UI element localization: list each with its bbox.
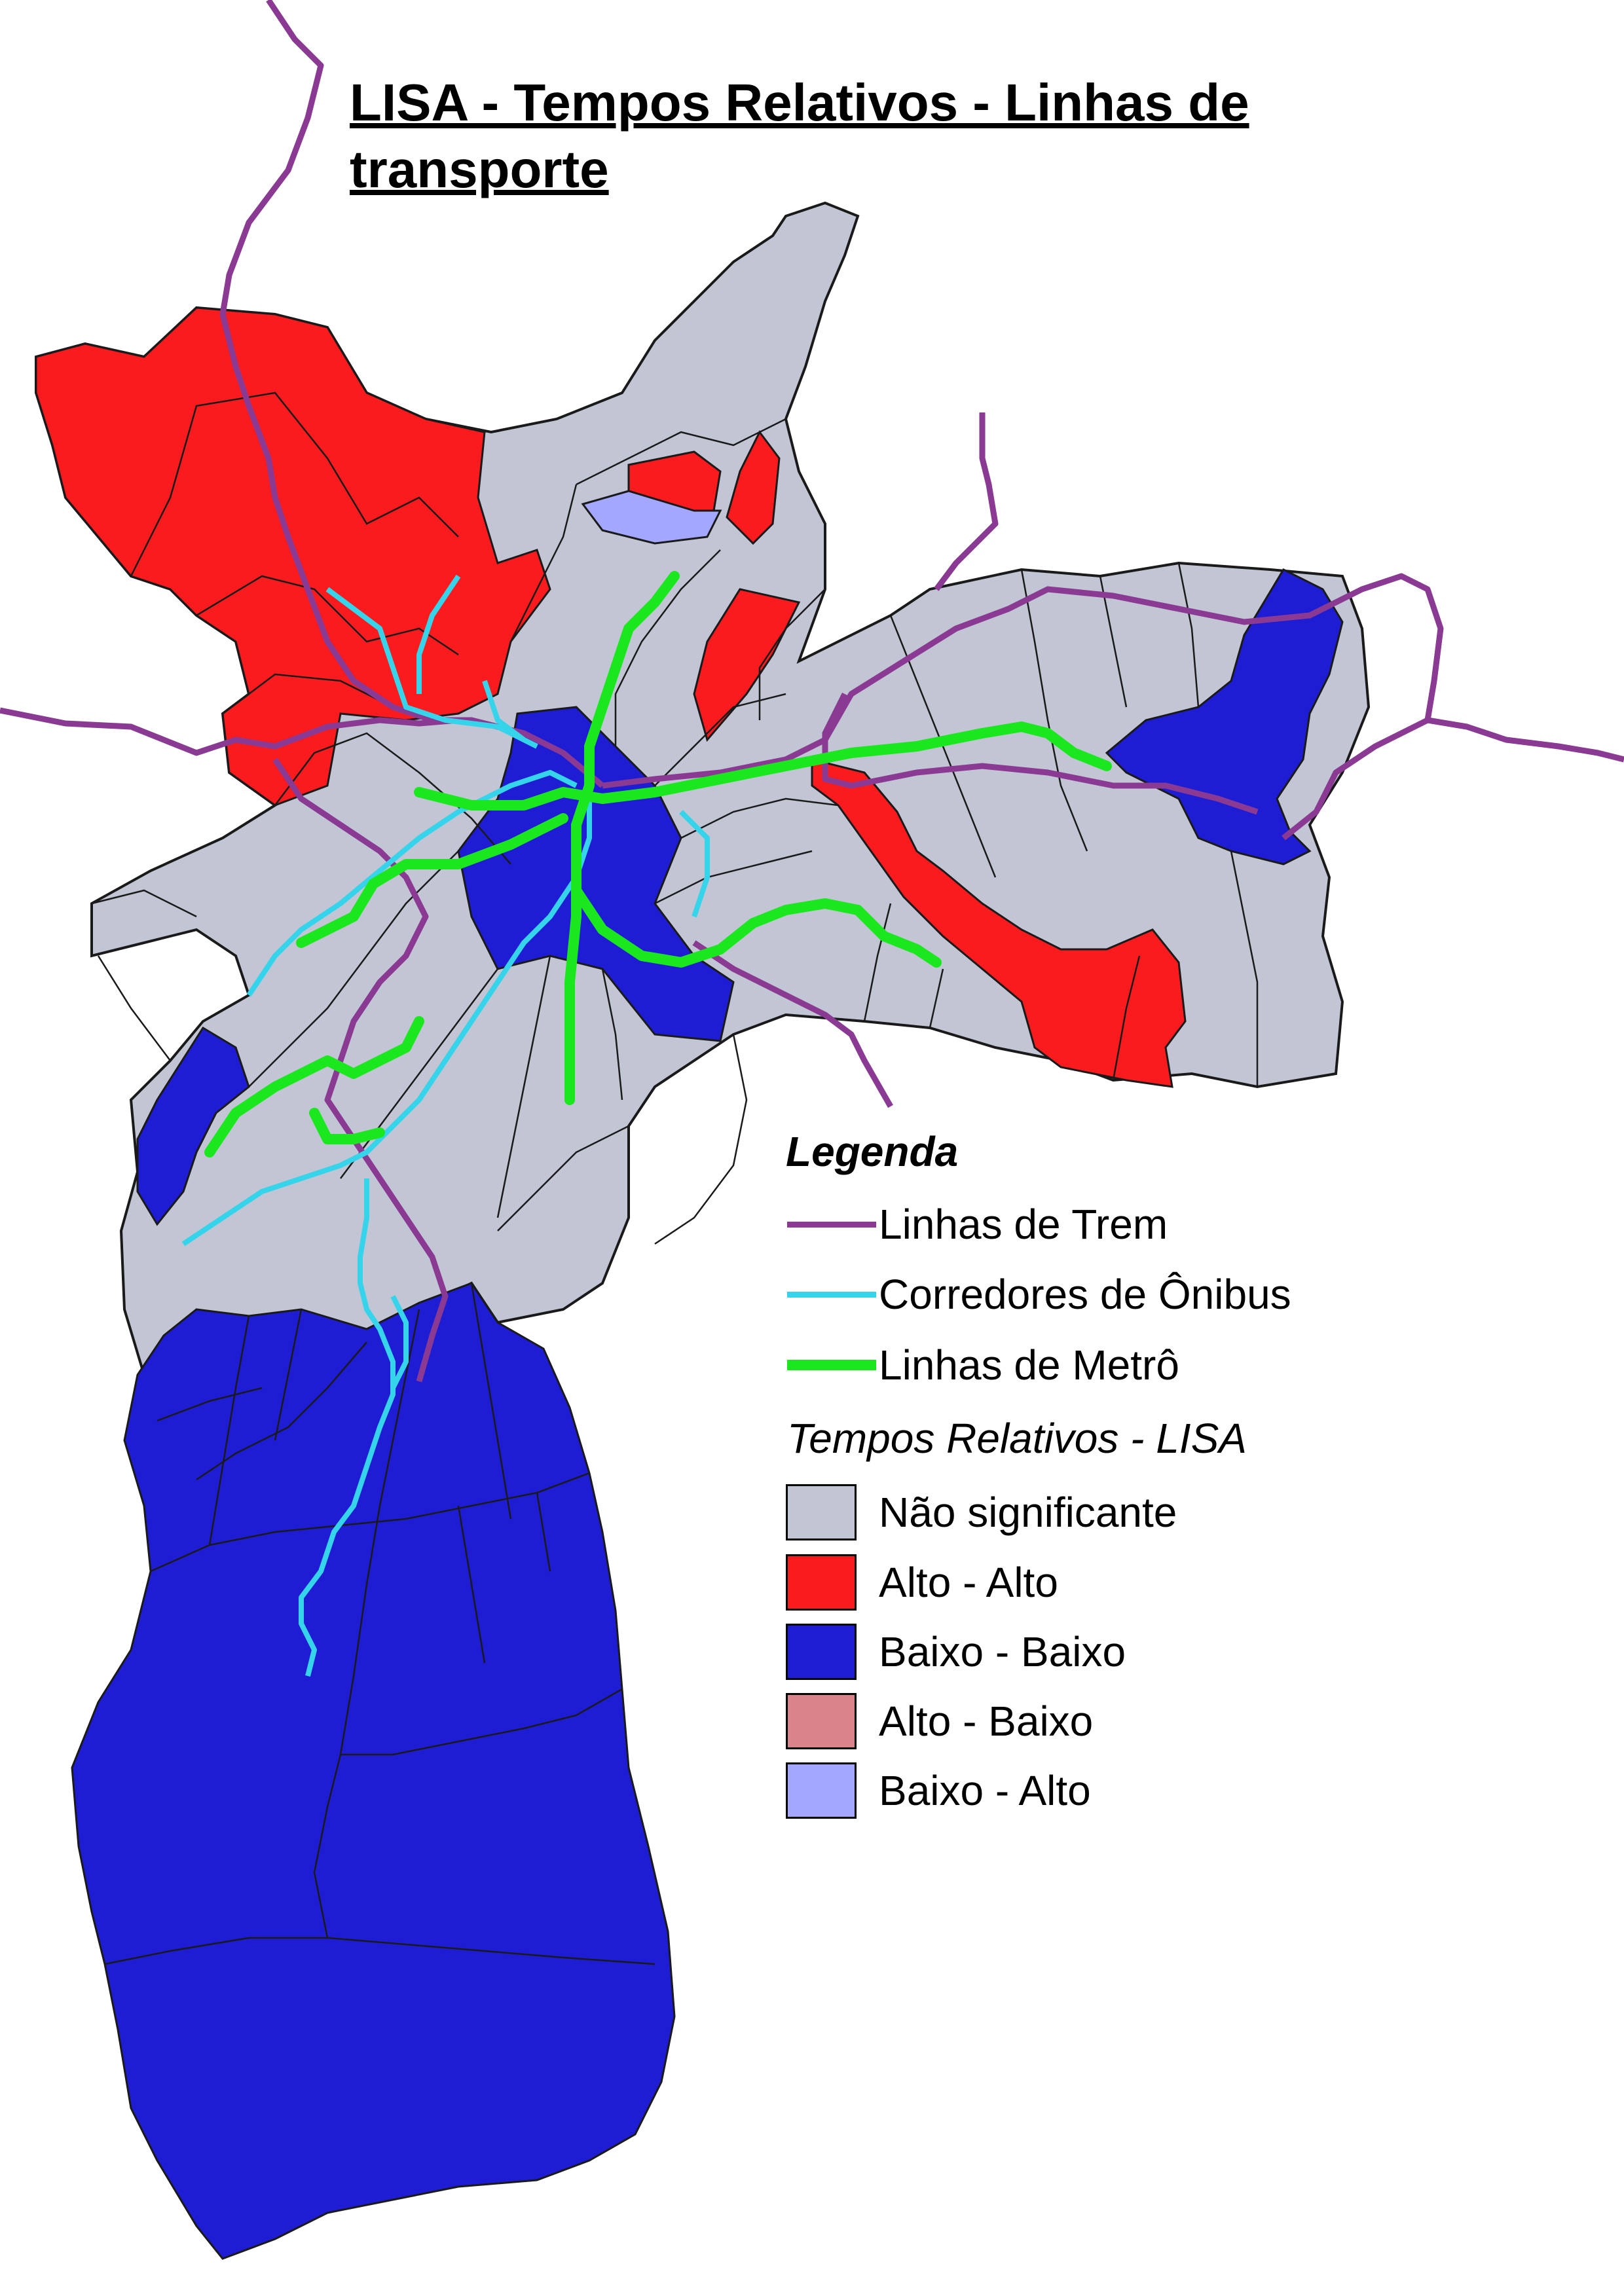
legend-label: Baixo - Baixo [879,1628,1126,1675]
baixo-alto-swatch [786,1762,857,1819]
train-line-east-south [692,940,893,1108]
district-boundaries [91,392,1259,1965]
region-baixo-baixo-west [136,1026,250,1226]
legend-label: Linhas de Trem [879,1201,1168,1248]
metro-lines [204,571,1112,1157]
region-alto-alto-north-2 [726,430,781,545]
legend-heading: Legenda [786,1128,959,1175]
bus-corridor-north-3 [482,680,526,742]
region-baixo-baixo-south [71,1282,676,2260]
metro-line-west [204,1016,424,1157]
legend-label: Baixo - Alto [879,1767,1091,1814]
legend-label: Alto - Baixo [879,1698,1094,1745]
metro-line-southeast [571,885,942,968]
legend-label: Não significante [879,1489,1177,1536]
legend-label: Alto - Alto [879,1559,1058,1606]
bus-corridor-swatch [787,1292,876,1298]
metro-line-east-west [414,721,1112,811]
bus-corridor-south [299,1178,396,1677]
legend-label: Corredores de Ônibus [879,1271,1291,1318]
legend-label: Linhas de Metrô [879,1341,1179,1389]
train-line-swatch [787,1222,876,1228]
alto-baixo-swatch [786,1693,857,1749]
alto-alto-swatch [786,1554,857,1611]
train-line-west [0,707,459,756]
map-title: LISA - Tempos Relativos - Linhas de tran… [350,73,1249,198]
train-line-southwest [272,757,449,1383]
legend-subheading: Tempos Relativos - LISA [787,1415,1247,1462]
train-line-east-upper [934,412,999,591]
train-lines [0,0,1624,1383]
metro-line-west-2 [296,813,568,948]
train-line-east-to-trunk [822,692,1259,815]
train-line-far-east [1427,717,1624,763]
metro-line-north-south [564,571,680,1105]
bus-corridors [181,574,710,1677]
metro-line-swatch [787,1360,876,1370]
region-alto-alto-east [811,758,1187,1088]
baixo-baixo-swatch [786,1624,857,1680]
bus-corridor-north [325,587,538,749]
bus-corridor-southwest [181,799,592,1247]
bus-corridor-north-2 [416,574,461,694]
nao-significante-swatch [786,1484,857,1540]
region-alto-alto-north-3 [693,588,801,742]
region-baixo-alto [581,490,722,545]
bus-corridor-south-2 [390,1295,409,1389]
bus-corridor-west [246,770,578,997]
metro-line-south-branch [309,1108,385,1144]
bus-corridor-east-branch [679,810,710,918]
